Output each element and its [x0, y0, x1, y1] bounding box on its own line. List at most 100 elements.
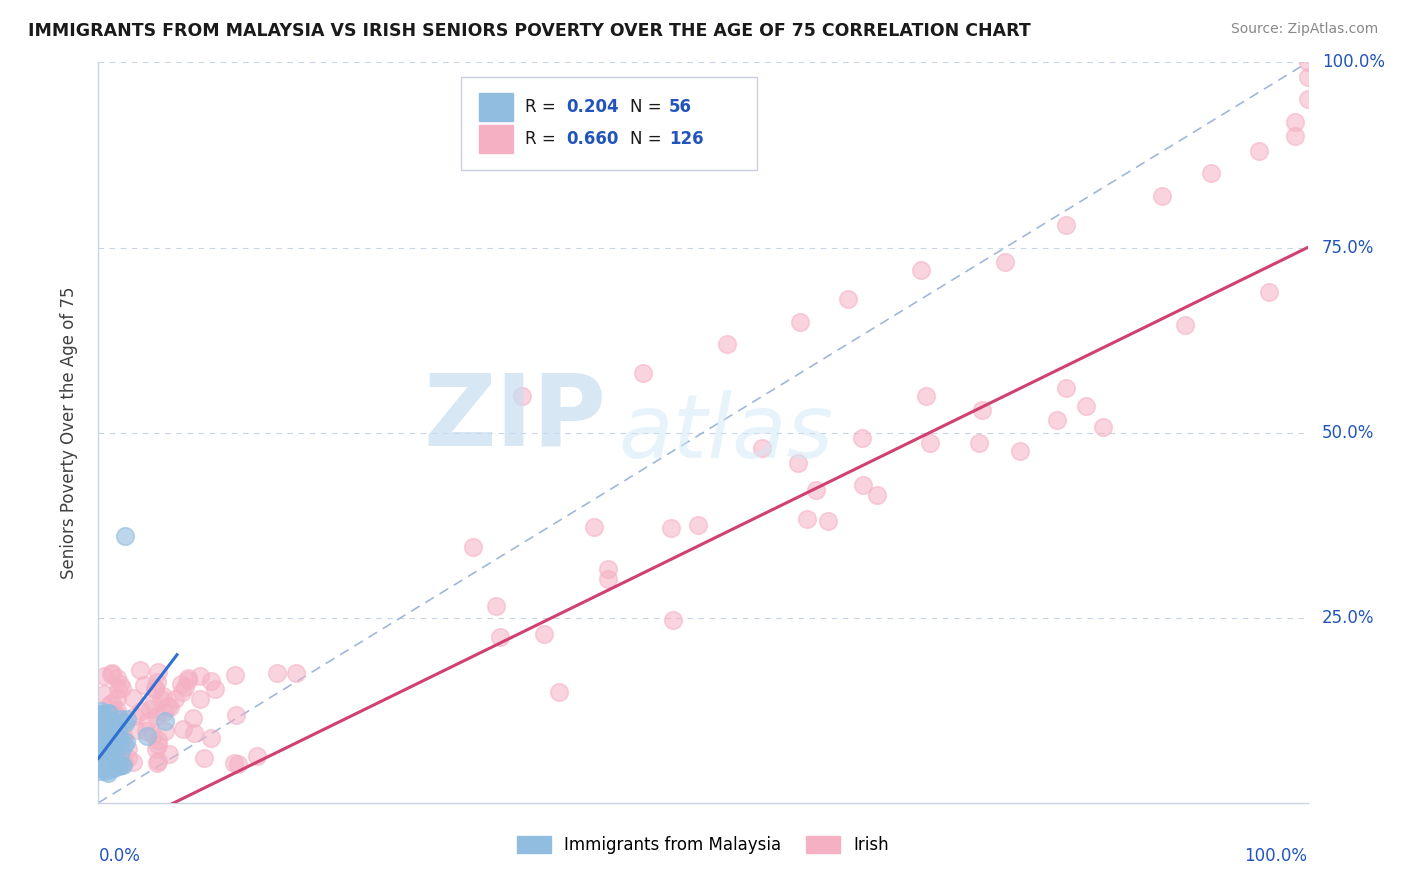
Point [105, 691, 128, 706]
Point [226, 757, 249, 772]
Point [136, 714, 159, 728]
Point [98, 697, 121, 711]
Text: 0.660: 0.660 [567, 129, 619, 148]
Point [101, 666, 124, 681]
Point [96, 739, 118, 753]
Point [173, 680, 195, 694]
Point [142, 698, 165, 712]
Point [146, 675, 169, 690]
Point [100, 714, 122, 729]
Point [146, 754, 169, 768]
Point [90, 708, 112, 723]
Text: atlas: atlas [619, 390, 834, 475]
Point [121, 691, 143, 706]
Text: IMMIGRANTS FROM MALAYSIA VS IRISH SENIORS POVERTY OVER THE AGE OF 75 CORRELATION: IMMIGRANTS FROM MALAYSIA VS IRISH SENIOR… [28, 22, 1031, 40]
Point [91, 712, 114, 726]
Point [159, 699, 181, 714]
Point [1091, 420, 1114, 434]
Point [104, 709, 127, 723]
Point [108, 733, 131, 747]
Point [129, 704, 152, 718]
Point [98, 747, 121, 761]
Point [485, 599, 508, 614]
Point [132, 678, 155, 692]
Point [103, 759, 125, 773]
Point [93, 731, 115, 745]
Point [115, 735, 138, 749]
Text: 100.0%: 100.0% [1322, 54, 1385, 71]
Point [110, 676, 132, 690]
Point [90, 708, 112, 723]
Point [224, 668, 246, 682]
Point [1284, 114, 1306, 128]
Point [789, 314, 811, 328]
Point [89, 764, 111, 779]
Point [98, 762, 121, 776]
Point [596, 572, 619, 586]
Point [596, 561, 619, 575]
Point [157, 747, 180, 761]
Point [148, 732, 170, 747]
Point [89, 723, 111, 738]
Point [806, 483, 828, 497]
Point [183, 726, 205, 740]
Point [146, 665, 169, 679]
Point [96, 706, 118, 720]
Point [105, 703, 128, 717]
Point [910, 262, 932, 277]
Point [124, 709, 146, 723]
Point [103, 739, 125, 753]
Point [172, 684, 194, 698]
Point [1054, 219, 1077, 233]
Point [1249, 145, 1271, 159]
Point [110, 758, 132, 772]
Point [145, 742, 167, 756]
Point [111, 681, 134, 695]
Point [1074, 399, 1097, 413]
Point [172, 722, 194, 736]
Point [97, 706, 120, 721]
Point [112, 738, 135, 752]
Point [463, 541, 485, 555]
Point [93, 732, 115, 747]
Point [1152, 188, 1174, 202]
Point [108, 749, 131, 764]
Point [142, 728, 165, 742]
Y-axis label: Seniors Poverty Over the Age of 75: Seniors Poverty Over the Age of 75 [59, 286, 77, 579]
Point [117, 741, 139, 756]
Point [837, 293, 859, 307]
Point [89, 706, 111, 721]
Point [93, 709, 115, 723]
Point [125, 723, 148, 737]
Bar [479, 125, 513, 153]
Point [91, 729, 114, 743]
Point [94, 745, 117, 759]
Point [582, 519, 605, 533]
Point [548, 685, 571, 699]
Point [143, 682, 166, 697]
Text: Source: ZipAtlas.com: Source: ZipAtlas.com [1230, 22, 1378, 37]
Point [177, 673, 200, 687]
Point [716, 336, 738, 351]
Point [97, 765, 120, 780]
Point [200, 731, 222, 745]
Point [796, 511, 818, 525]
Point [105, 756, 128, 770]
Point [915, 389, 938, 403]
Point [108, 712, 131, 726]
Point [177, 671, 200, 685]
Point [98, 713, 121, 727]
Point [920, 436, 942, 450]
Point [117, 750, 139, 764]
Point [114, 715, 136, 730]
Point [143, 681, 166, 695]
Point [105, 671, 128, 685]
Point [153, 714, 176, 729]
Point [115, 712, 138, 726]
Point [994, 255, 1017, 269]
Point [188, 668, 211, 682]
Point [145, 708, 167, 723]
Point [1054, 381, 1077, 395]
Point [152, 689, 174, 703]
Point [93, 669, 115, 683]
